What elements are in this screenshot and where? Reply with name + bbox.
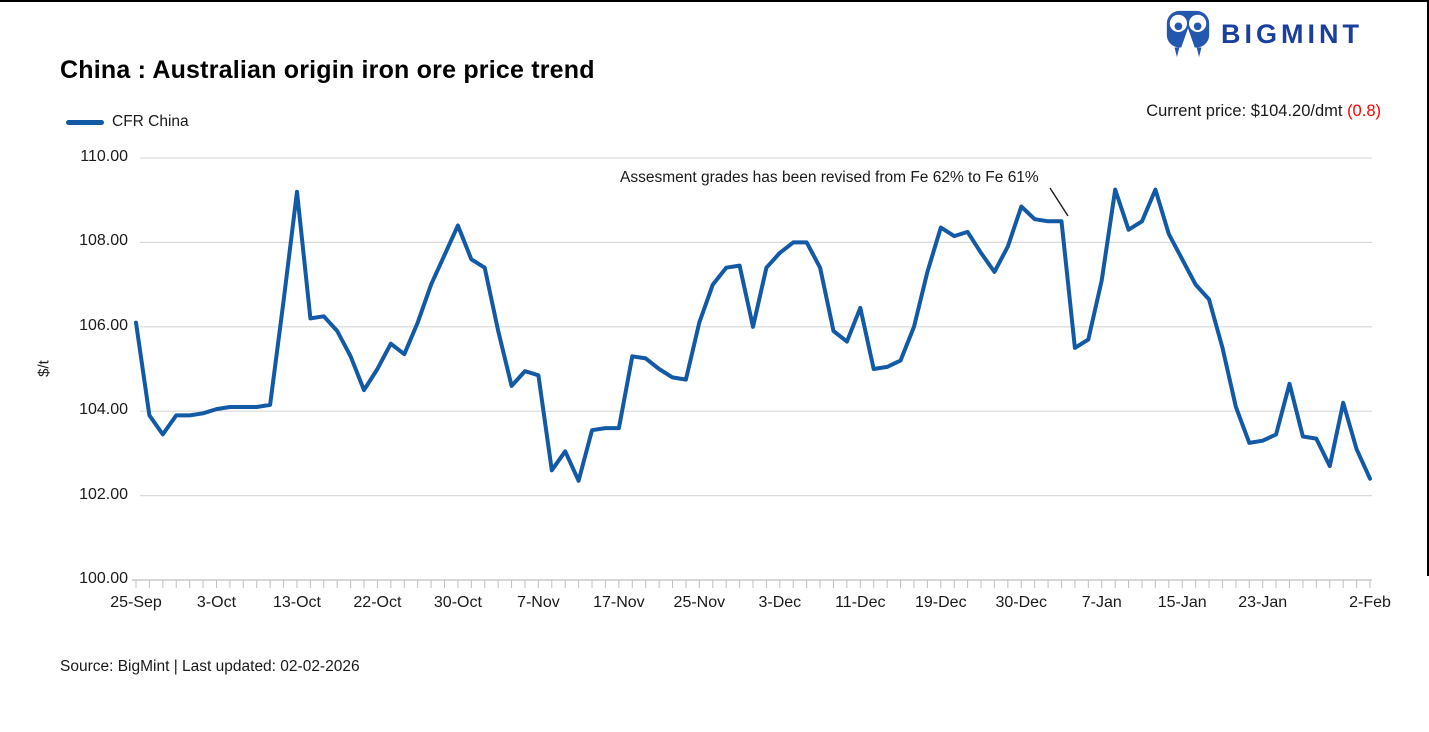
x-axis-label: 13-Oct	[272, 594, 321, 611]
bigmint-logo-text: BIGMINT	[1221, 18, 1363, 49]
x-axis-label: 17-Nov	[593, 594, 645, 611]
x-axis-label: 30-Oct	[433, 594, 482, 611]
window-border-right	[1427, 0, 1429, 576]
legend-line-swatch	[66, 119, 104, 125]
current-price-change: (0.8)	[1347, 102, 1381, 120]
current-price: Current price: $104.20/dmt (0.8)	[1146, 102, 1381, 121]
bigmint-logo-icon	[1166, 10, 1210, 58]
y-axis-label: 102.00	[79, 485, 128, 503]
y-axis-label: 100.00	[79, 570, 128, 587]
x-axis-label: 3-Dec	[758, 594, 802, 611]
window-border-top	[0, 0, 1429, 2]
y-axis-label: 110.00	[80, 148, 128, 165]
x-axis-label: 25-Nov	[673, 594, 726, 611]
x-axis-label: 7-Jan	[1081, 594, 1122, 611]
y-axis-label: 106.00	[79, 316, 128, 334]
x-axis-label: 11-Dec	[835, 594, 886, 611]
y-axis-title: $/t	[35, 360, 53, 377]
x-axis-label: 7-Nov	[517, 594, 560, 611]
annotation-callout-line	[1049, 187, 1069, 217]
y-axis-label: 108.00	[79, 232, 128, 250]
annotation-text: Assesment grades has been revised from F…	[620, 169, 1039, 186]
price-line-cfr-china	[134, 187, 1372, 483]
x-axis-label: 25-Sep	[110, 594, 162, 611]
current-price-value: Current price: $104.20/dmt	[1146, 102, 1348, 120]
y-axis-label: 104.00	[79, 401, 128, 419]
x-axis-label: 23-Jan	[1238, 594, 1288, 611]
x-axis-label: 2-Feb	[1349, 594, 1391, 611]
x-axis-label: 30-Dec	[995, 594, 1048, 611]
x-axis-label: 22-Oct	[353, 594, 402, 611]
source-note: Source: BigMint | Last updated: 02-02-20…	[60, 658, 360, 675]
legend-cfr-china: CFR China	[66, 113, 189, 131]
bigmint-logo: BIGMINT	[1165, 9, 1363, 59]
page-title: China : Australian origin iron ore price…	[60, 56, 595, 84]
x-axis-label: 15-Jan	[1157, 594, 1207, 611]
x-axis-label: 19-Dec	[914, 594, 967, 611]
x-axis-label: 3-Oct	[196, 594, 237, 611]
legend-label: CFR China	[112, 113, 189, 130]
